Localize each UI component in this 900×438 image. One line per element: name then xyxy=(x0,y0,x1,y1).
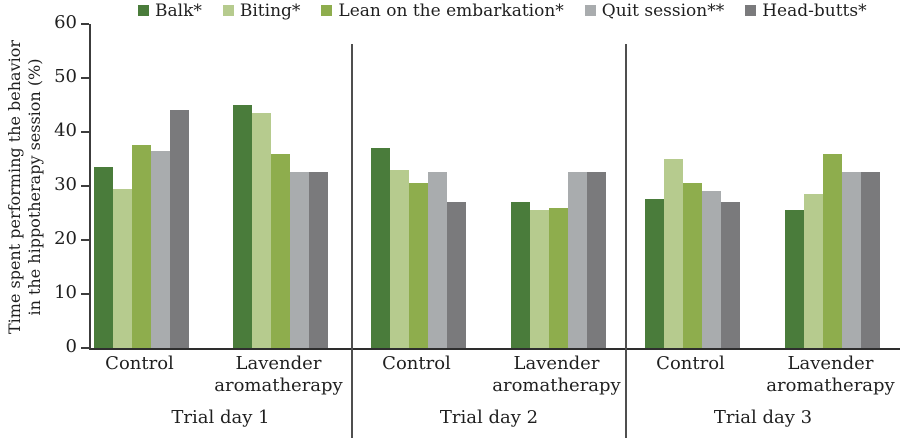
y-tick xyxy=(81,185,89,187)
bar-quit-session xyxy=(568,172,587,348)
bar-lean-on-the-embarkation xyxy=(549,208,568,348)
trial-day-label: Trial day 2 xyxy=(439,407,539,428)
y-tick-label: 40 xyxy=(54,120,77,141)
group-label-control: Control xyxy=(656,353,725,374)
legend-swatch-icon xyxy=(745,5,757,16)
bar-quit-session xyxy=(428,172,447,348)
bar-balk xyxy=(511,202,530,348)
y-tick xyxy=(81,23,89,25)
y-tick xyxy=(81,239,89,241)
legend-item-balk: Balk* xyxy=(138,1,202,21)
bar-quit-session xyxy=(702,191,721,348)
y-tick-label: 30 xyxy=(54,174,77,195)
bar-biting xyxy=(530,210,549,348)
legend-label: Quit session** xyxy=(601,1,725,21)
bar-head-butts xyxy=(861,172,880,348)
panels xyxy=(91,24,900,348)
bar-balk xyxy=(233,105,252,348)
bar-group-control xyxy=(371,148,466,348)
bar-biting xyxy=(252,113,271,348)
panel-trial-day-3 xyxy=(628,24,900,348)
y-tick xyxy=(81,77,89,79)
legend-label: Balk* xyxy=(155,1,202,21)
bar-group-control xyxy=(645,159,740,348)
bar-quit-session xyxy=(842,172,861,348)
bar-lean-on-the-embarkation xyxy=(683,183,702,348)
bar-lean-on-the-embarkation xyxy=(409,183,428,348)
legend-label: Head-butts* xyxy=(762,1,867,21)
legend-label: Lean on the embarkation* xyxy=(338,1,564,21)
group-label-lavender-aromatherapy: Lavender aromatherapy xyxy=(492,353,621,396)
panel-separator xyxy=(351,44,353,438)
bar-head-butts xyxy=(170,110,189,348)
bar-group-control xyxy=(94,110,189,348)
legend-swatch-icon xyxy=(222,5,234,16)
y-axis-title-line1: Time spent performing the behavior xyxy=(5,39,24,335)
bar-biting xyxy=(390,170,409,348)
bar-group-lavender-aromatherapy xyxy=(785,154,880,348)
plot-area: 0 10 20 30 40 50 60 xyxy=(54,13,900,357)
bar-balk xyxy=(645,199,664,348)
bar-lean-on-the-embarkation xyxy=(132,145,151,348)
bar-biting xyxy=(113,189,132,348)
bar-biting xyxy=(664,159,683,348)
trial-day-label: Trial day 3 xyxy=(713,407,813,428)
panel-trial-day-2 xyxy=(354,24,628,348)
bar-head-butts xyxy=(447,202,466,348)
y-tick-label: 10 xyxy=(54,282,77,303)
y-tick-label: 20 xyxy=(54,228,77,249)
legend-item-biting: Biting* xyxy=(222,1,301,21)
y-tick xyxy=(81,131,89,133)
legend-item-quit-session: Quit session** xyxy=(584,1,725,21)
legend-item-head-butts: Head-butts* xyxy=(745,1,867,21)
bar-balk xyxy=(785,210,804,348)
legend-swatch-icon xyxy=(321,5,333,16)
bar-balk xyxy=(94,167,113,348)
y-tick-label: 60 xyxy=(54,12,77,33)
bar-head-butts xyxy=(721,202,740,348)
legend-item-lean-on-the-embarkation: Lean on the embarkation* xyxy=(321,1,564,21)
bar-head-butts xyxy=(587,172,606,348)
legend: Balk* Biting* Lean on the embarkation* Quit… xyxy=(138,1,867,21)
bar-lean-on-the-embarkation xyxy=(271,154,290,348)
y-tick xyxy=(81,293,89,295)
legend-swatch-icon xyxy=(138,5,149,16)
bar-balk xyxy=(371,148,390,348)
y-tick-label: 50 xyxy=(54,66,77,87)
panel-separator xyxy=(625,44,627,438)
bar-head-butts xyxy=(309,172,328,348)
group-label-lavender-aromatherapy: Lavender aromatherapy xyxy=(214,353,343,396)
panel-trial-day-1 xyxy=(91,24,354,348)
bar-quit-session xyxy=(290,172,309,348)
group-label-control: Control xyxy=(382,353,451,374)
bar-biting xyxy=(804,194,823,348)
legend-swatch-icon xyxy=(584,5,596,16)
bar-quit-session xyxy=(151,151,170,348)
bar-lean-on-the-embarkation xyxy=(823,154,842,348)
group-label-control: Control xyxy=(105,353,174,374)
bar-group-lavender-aromatherapy xyxy=(233,105,328,348)
group-label-lavender-aromatherapy: Lavender aromatherapy xyxy=(766,353,895,396)
y-tick xyxy=(81,347,89,349)
legend-label: Biting* xyxy=(239,1,301,21)
y-tick-label: 0 xyxy=(65,336,77,357)
trial-day-label: Trial day 1 xyxy=(171,407,270,428)
bar-group-lavender-aromatherapy xyxy=(511,172,606,348)
